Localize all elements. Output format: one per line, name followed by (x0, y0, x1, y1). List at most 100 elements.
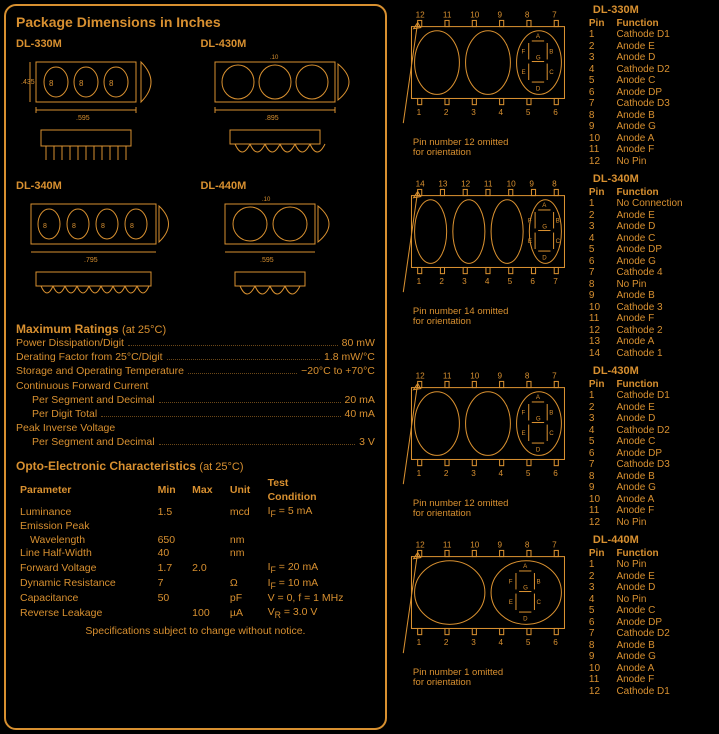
pin-row: 4Cathode D2 (583, 425, 676, 437)
svg-text:G: G (523, 584, 528, 591)
pin-row: 10Anode A (583, 133, 676, 145)
pin-row: 6Anode DP (583, 448, 676, 460)
pin-row: 10Cathode 3 (583, 302, 689, 314)
pin-row: 8No Pin (583, 279, 689, 291)
svg-text:.435: .435 (21, 79, 35, 86)
svg-text:C: C (549, 430, 554, 437)
svg-text:9: 9 (497, 540, 502, 549)
svg-text:5: 5 (526, 469, 531, 478)
svg-text:G: G (536, 54, 541, 61)
pin-row: 6Anode DP (583, 617, 676, 629)
svg-text:6: 6 (553, 638, 558, 647)
opto-heading: Opto-Electronic Characteristics (at 25°C… (16, 459, 375, 473)
svg-text:14: 14 (415, 179, 425, 188)
svg-text:E: E (521, 69, 525, 76)
pin-row: 7Cathode 4 (583, 267, 689, 279)
pinout-title: DL-340M (583, 173, 717, 185)
svg-text:E: E (521, 430, 525, 437)
svg-text:C: C (536, 599, 541, 606)
pinout-block: 121110987123456 A B C D E F G Pin number… (393, 534, 717, 697)
svg-text:2: 2 (444, 469, 449, 478)
opto-col-header: Parameter (16, 477, 154, 504)
svg-text:4: 4 (498, 469, 503, 478)
svg-text:8: 8 (525, 10, 530, 19)
svg-text:11: 11 (443, 540, 452, 549)
svg-text:A: A (542, 202, 547, 209)
svg-text:12: 12 (415, 10, 425, 19)
svg-text:B: B (549, 409, 553, 416)
opto-col-header: Min (154, 477, 189, 504)
opto-row: Reverse Leakage100µAVR = 3.0 V (16, 606, 375, 621)
diagram-caption: Pin number 12 omittedfor orientation (393, 138, 583, 159)
svg-text:E: E (528, 238, 532, 245)
pin-row: 12Cathode D1 (583, 686, 676, 698)
diagram-caption: Pin number 1 omittedfor orientation (393, 668, 583, 689)
svg-text:D: D (542, 254, 547, 261)
svg-text:C: C (556, 238, 561, 245)
package-row-1: DL-330M 888 .595 .435 (16, 38, 375, 172)
ratings-heading: Maximum Ratings (at 25°C) (16, 322, 375, 336)
package-drawing-icon: .595 .10 (200, 194, 370, 314)
pin-row: 1No Connection (583, 198, 689, 210)
diagram-caption: Pin number 12 omittedfor orientation (393, 499, 583, 520)
opto-col-header: TestCondition (264, 477, 375, 504)
pinout-title: DL-330M (583, 4, 717, 16)
opto-col-header: Unit (226, 477, 264, 504)
svg-text:5: 5 (526, 638, 531, 647)
svg-text:8: 8 (525, 540, 530, 549)
package-dl440m: DL-440M .595 .10 (200, 180, 374, 314)
pin-row: 8Anode B (583, 110, 676, 122)
pin-row: 11Anode F (583, 313, 689, 325)
pin-row: 7Cathode D3 (583, 98, 676, 110)
opto-row: Capacitance50pFV = 0, f = 1 MHz (16, 592, 375, 606)
pinout-diagram-icon: 121110987123456 A B C D E F G (393, 365, 583, 499)
svg-text:1: 1 (417, 108, 422, 117)
svg-text:8: 8 (79, 79, 84, 88)
rating-line: Storage and Operating Temperature−20°C t… (16, 364, 375, 378)
svg-text:8: 8 (101, 223, 105, 230)
pinout-block: 121110987123456 A B C D E F G Pin number… (393, 4, 717, 167)
pin-row: 8Anode B (583, 640, 676, 652)
opto-row: Forward Voltage1.72.0IF = 20 mA (16, 561, 375, 576)
pinout-title: DL-430M (583, 365, 717, 377)
pin-row: 9Anode G (583, 121, 676, 133)
leads-icon (46, 146, 126, 160)
svg-text:1: 1 (417, 469, 422, 478)
pin-row: 4Anode C (583, 233, 689, 245)
package-label: DL-440M (200, 180, 374, 192)
pin-row: 2Anode E (583, 571, 676, 583)
pin-row: 12No Pin (583, 517, 676, 529)
pin-function-table: DL-430M PinFunction1Cathode D12Anode E3A… (583, 365, 717, 528)
pin-row: 11Anode F (583, 144, 676, 156)
pin-function-table: DL-330M PinFunction1Cathode D12Anode E3A… (583, 4, 717, 167)
svg-text:3: 3 (471, 469, 476, 478)
svg-text:G: G (542, 223, 547, 230)
panel-title: Package Dimensions in Inches (16, 14, 375, 30)
pin-row: 12Cathode 2 (583, 325, 689, 337)
rating-line: Continuous Forward Current (16, 379, 375, 393)
svg-text:.10: .10 (262, 197, 271, 203)
pin-row: 1Cathode D1 (583, 390, 676, 402)
pin-row: 9Anode G (583, 482, 676, 494)
svg-text:2: 2 (439, 277, 444, 286)
pinout-diagram-icon: 121110987123456 A B C D E F G (393, 534, 583, 668)
svg-text:.595: .595 (260, 257, 274, 264)
rating-line: Per Segment and Decimal20 mA (16, 393, 375, 407)
svg-text:.795: .795 (84, 257, 98, 264)
pin-row: 6Anode G (583, 256, 689, 268)
svg-text:9: 9 (529, 179, 534, 188)
svg-text:.895: .895 (265, 115, 279, 122)
footer-note: Specifications subject to change without… (16, 625, 375, 637)
pin-row: 9Anode B (583, 290, 689, 302)
svg-text:D: D (536, 446, 541, 453)
svg-text:10: 10 (470, 10, 480, 19)
pin-row: 3Anode D (583, 52, 676, 64)
svg-text:D: D (523, 615, 528, 622)
diagram-caption: Pin number 14 omittedfor orientation (393, 307, 583, 328)
pin-row: 2Anode E (583, 210, 689, 222)
svg-text:6: 6 (553, 108, 558, 117)
svg-text:6: 6 (553, 469, 558, 478)
svg-text:10: 10 (470, 371, 480, 380)
package-label: DL-340M (16, 180, 190, 192)
opto-row: Line Half-Width40nm (16, 547, 375, 561)
